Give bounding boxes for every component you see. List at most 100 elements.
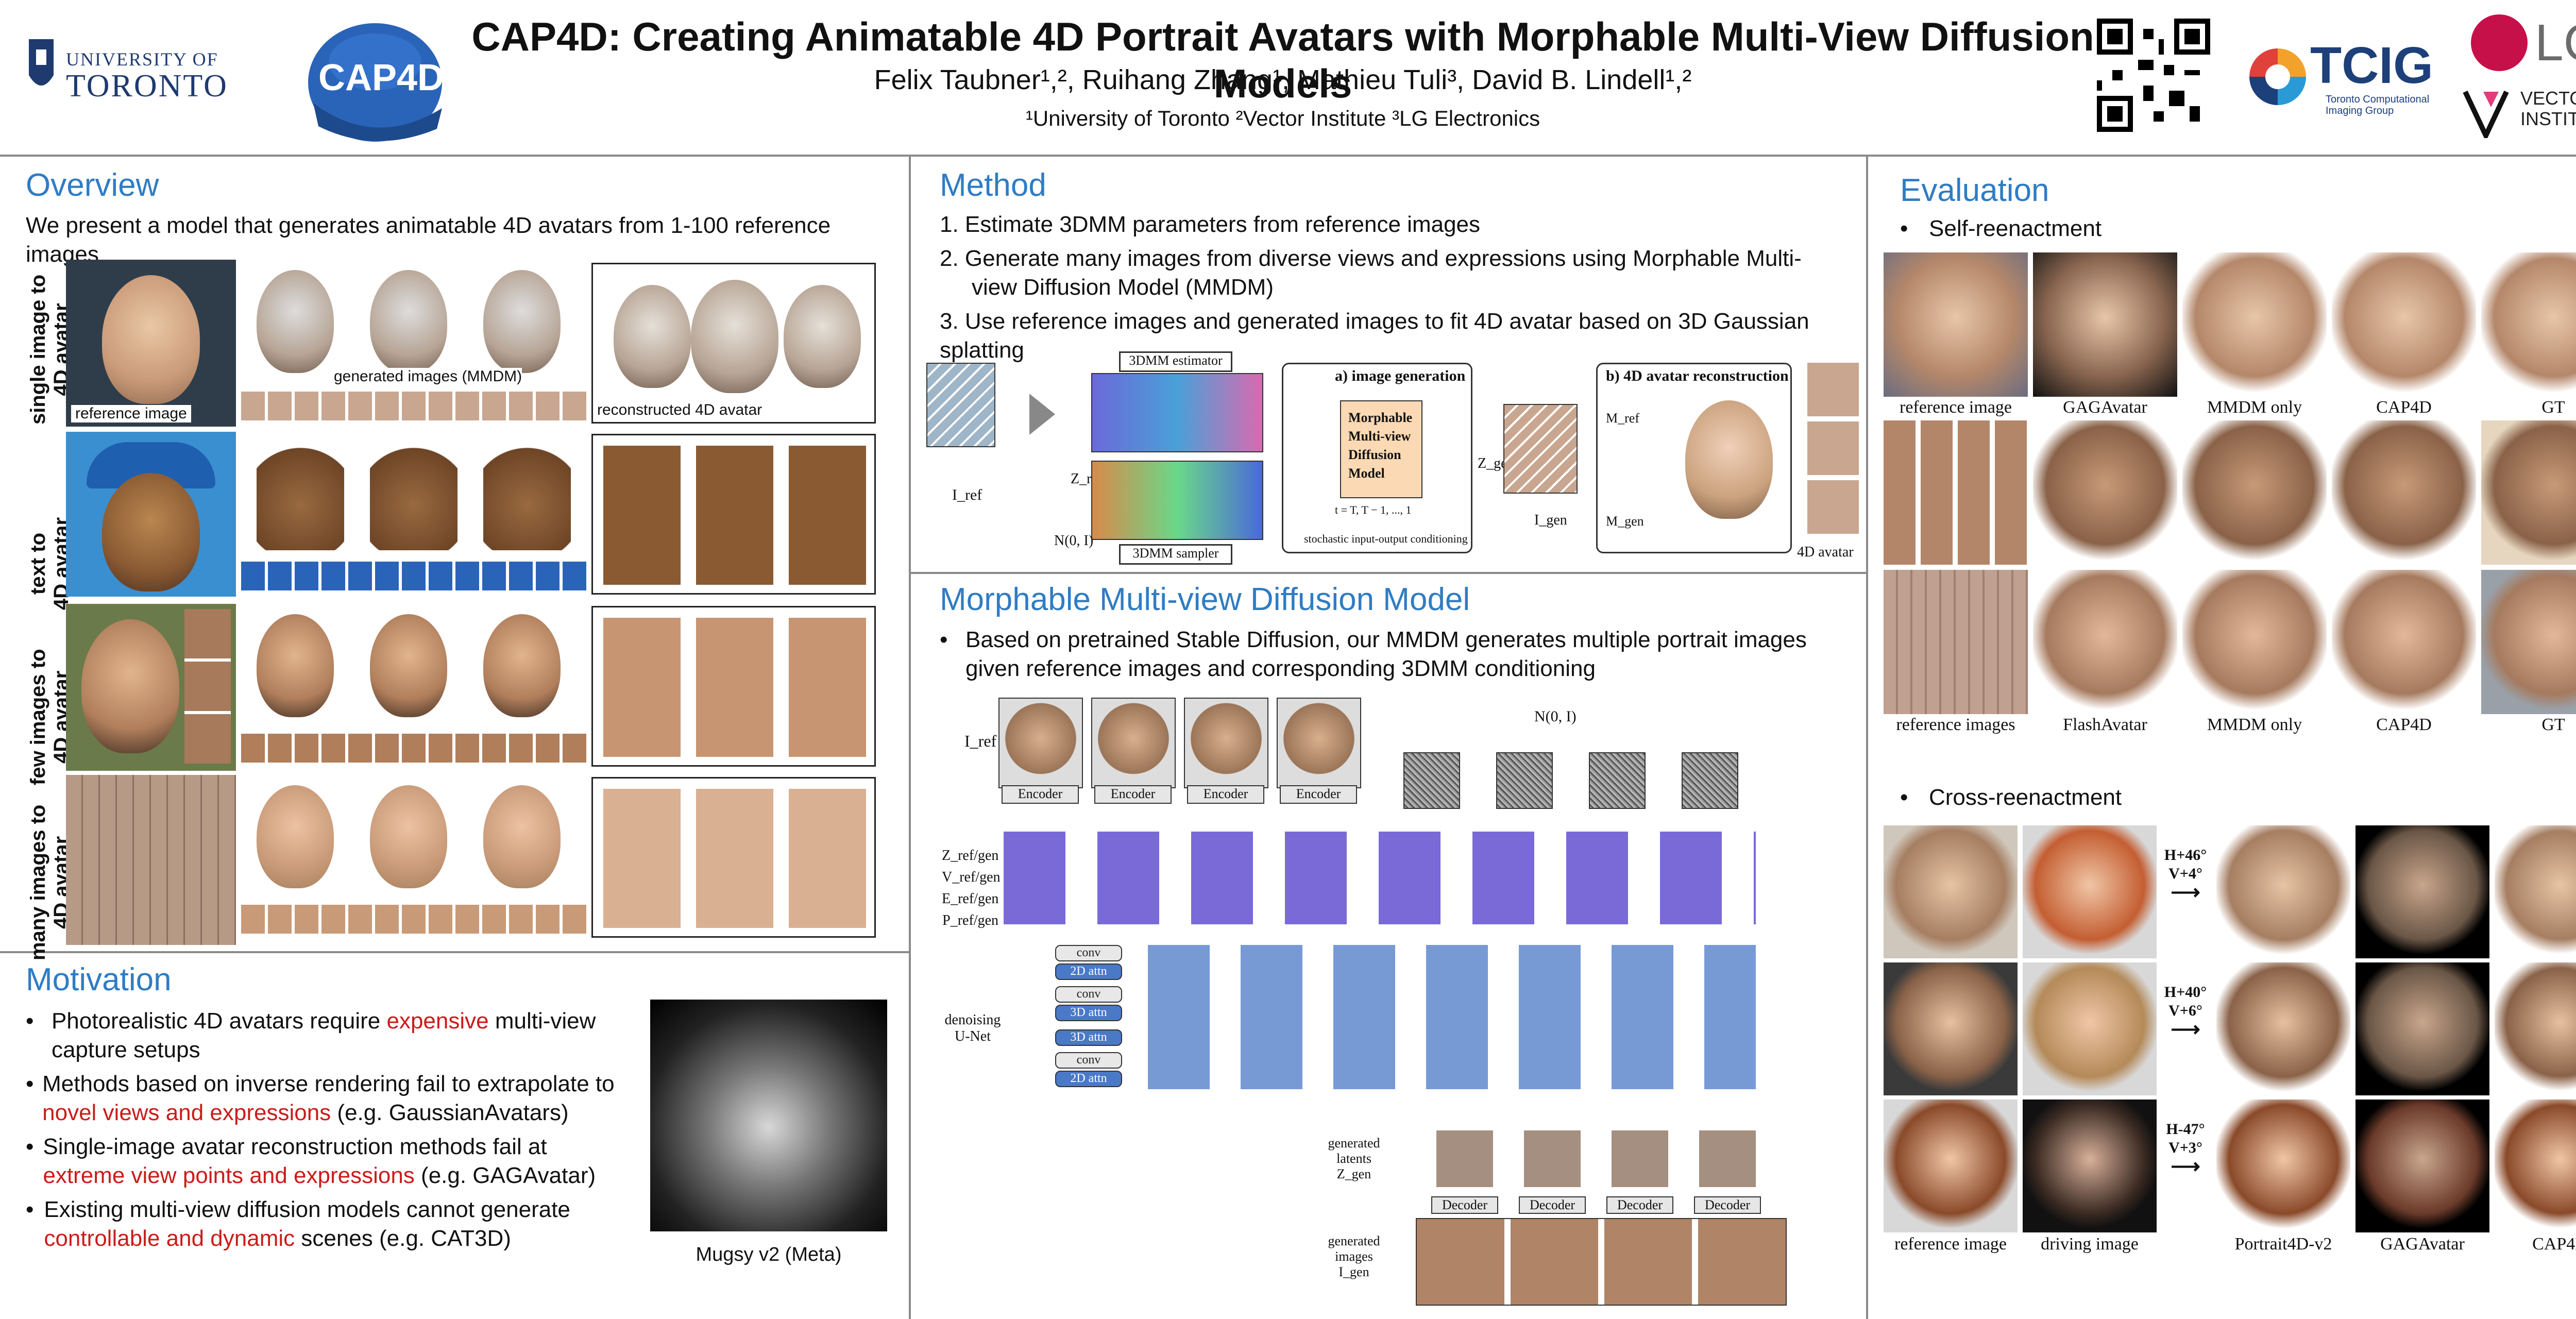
avatar-output-views — [1807, 363, 1859, 538]
overview-intro: We present a model that generates animat… — [26, 213, 831, 267]
unet-label: denoising U-Net — [944, 1012, 1001, 1044]
uoft-crest-icon — [26, 29, 57, 106]
timestep-label: t = T, T − 1, ..., 1 — [1335, 503, 1412, 516]
mmdm-box: Morphable Multi-view Diffusion Model — [1340, 400, 1422, 498]
sampler-box: 3DMM sampler — [1119, 544, 1232, 565]
motivation-bullet-3: Single-image avatar reconstruction metho… — [43, 1134, 596, 1188]
row-divider-middle — [911, 572, 1866, 574]
self-col-2: GAGAvatar — [2063, 398, 2147, 417]
self2-col-5: GT — [2541, 715, 2565, 734]
unet-conv-3: conv — [1055, 1052, 1122, 1069]
generated-latents — [1436, 1130, 1756, 1187]
image-generation-title: a) image generation — [1335, 367, 1466, 384]
vector-logo-icon — [2463, 87, 2509, 142]
column-divider-1 — [909, 157, 911, 1319]
self2-col-4: CAP4D — [2376, 715, 2432, 734]
method-section: Method 1. Estimate 3DMM parameters from … — [911, 157, 1866, 572]
generated-images-single: generated images (MMDM) — [241, 260, 586, 385]
cross-col-2: driving image — [2041, 1235, 2139, 1254]
uoft-text-top: UNIVERSITY OF — [66, 49, 218, 70]
unet-attn3d-mid: 3D attn — [1055, 1029, 1122, 1046]
encoder-3: Encoder — [1187, 785, 1264, 804]
self-col-5: GT — [2541, 398, 2565, 417]
method-pipeline-diagram: I_ref Z_ref 3DMM estimator N(0, I) 3DMM … — [921, 351, 1859, 569]
reconstructed-avatar-text — [591, 434, 876, 595]
self-reenactment-heading: • Self-reenactment — [1900, 216, 2102, 241]
lg-logo-icon — [2471, 14, 2528, 71]
method-step-3: 3. Use reference images and generated im… — [940, 309, 1809, 363]
generated-conditioning-maps — [1091, 461, 1263, 540]
encoder-1: Encoder — [1002, 785, 1079, 804]
label-i-gen: I_gen — [1534, 512, 1567, 528]
gen-caption: generated images (MMDM) — [334, 368, 522, 385]
mugsy-caption: Mugsy v2 (Meta) — [696, 1244, 842, 1265]
vector-text-bottom: INSTITUTE — [2520, 108, 2576, 129]
qr-code-icon[interactable] — [2097, 19, 2210, 132]
cross-col-4: GAGAvatar — [2380, 1235, 2465, 1254]
unet-conv-1: conv — [1055, 945, 1122, 961]
label-i-ref: I_ref — [952, 486, 982, 503]
overview-title: Overview — [26, 167, 159, 203]
angle-label-3: H-47° V+3° ⟶ — [2166, 1121, 2205, 1178]
noise-latent-4 — [1682, 752, 1738, 809]
self2-col-3: MMDM only — [2207, 715, 2302, 734]
motivation-bullet-4: Existing multi-view diffusion models can… — [44, 1197, 570, 1251]
unet-blocks: conv 2D attn conv 3D attn 3D attn conv 2… — [1055, 945, 1756, 1094]
method-steps: 1. Estimate 3DMM parameters from referen… — [940, 210, 1846, 365]
evaluation-title: Evaluation — [1900, 173, 2049, 208]
generated-thumbs-few — [241, 734, 586, 763]
mmdm-bullet: • Based on pretrained Stable Diffusion, o… — [940, 627, 1807, 681]
unet-attn2d-2: 2D attn — [1055, 1071, 1122, 1087]
unet-conv-2: conv — [1055, 986, 1122, 1003]
generated-thumbs-many — [241, 905, 586, 934]
mmdm-title: Morphable Multi-view Diffusion Model — [940, 582, 1470, 617]
tcig-subtext: Toronto Computational Imaging Group — [2326, 94, 2430, 116]
unet-attn2d-1: 2D attn — [1055, 963, 1122, 980]
cross-col-3: Portrait4D-v2 — [2234, 1235, 2332, 1254]
reference-image-stack — [926, 363, 995, 447]
poster-header: UNIVERSITY OF TORONTO CAP4D CAP4D: Creat… — [0, 0, 2576, 157]
reference-image-single: reference image — [66, 260, 236, 427]
generated-images — [1416, 1218, 1787, 1306]
cap4d-logo: CAP4D — [298, 5, 452, 149]
encoder-2: Encoder — [1094, 785, 1172, 804]
generated-images-text — [241, 432, 586, 555]
reference-image-text — [66, 432, 236, 597]
lg-text: LG — [2535, 14, 2576, 72]
method-title: Method — [940, 167, 1046, 203]
self2-col-2: FlashAvatar — [2063, 715, 2147, 734]
self2-col-1: reference images — [1896, 715, 2015, 734]
row-divider-left — [0, 951, 909, 953]
uoft-text-bottom: TORONTO — [66, 69, 228, 104]
decoder-4: Decoder — [1694, 1196, 1761, 1214]
cross-col-5: CAP4D — [2532, 1235, 2576, 1254]
label-4d-avatar: 4D avatar — [1797, 544, 1854, 560]
generated-thumbs-text — [241, 562, 586, 590]
mmdm-label-i-ref: I_ref — [964, 732, 997, 750]
estimator-box: 3DMM estimator — [1119, 351, 1232, 372]
mugsy-photo — [650, 1000, 887, 1231]
mmdm-section: Morphable Multi-view Diffusion Model • Ba… — [911, 574, 1866, 1319]
mmdm-cond-labels: Z_ref/gen V_ref/gen E_ref/gen P_ref/gen — [942, 848, 1001, 928]
generated-thumbs-single — [241, 392, 586, 420]
motivation-title: Motivation — [26, 962, 172, 997]
cross-reenactment-grid — [1884, 825, 2576, 1232]
angle-label-2: H+40° V+6° ⟶ — [2164, 984, 2207, 1041]
image-generation-box: a) image generation Morphable Multi-view D… — [1282, 363, 1472, 553]
self-col-4: CAP4D — [2376, 398, 2432, 417]
noise-latent-3 — [1589, 752, 1646, 809]
decoder-1: Decoder — [1431, 1196, 1498, 1214]
cross-col-1: reference image — [1894, 1235, 2007, 1254]
avatar-reconstruction-title: b) 4D avatar reconstruction — [1606, 367, 1789, 384]
label-normal: N(0, I) — [1054, 533, 1094, 549]
generated-images-many — [241, 775, 586, 899]
encoder-4: Encoder — [1280, 785, 1357, 804]
label-m-gen: M_gen — [1606, 514, 1644, 529]
method-step-2: 2. Generate many images from diverse vie… — [940, 246, 1802, 300]
decoder-3: Decoder — [1606, 1196, 1673, 1214]
decoder-2: Decoder — [1519, 1196, 1586, 1214]
tcig-logo-icon — [2249, 38, 2306, 115]
self-reenactment-row-2-3 — [1884, 420, 2576, 714]
recon-caption: reconstructed 4D avatar — [597, 401, 762, 418]
motivation-bullet-2: Methods based on inverse rendering fail … — [42, 1071, 615, 1125]
